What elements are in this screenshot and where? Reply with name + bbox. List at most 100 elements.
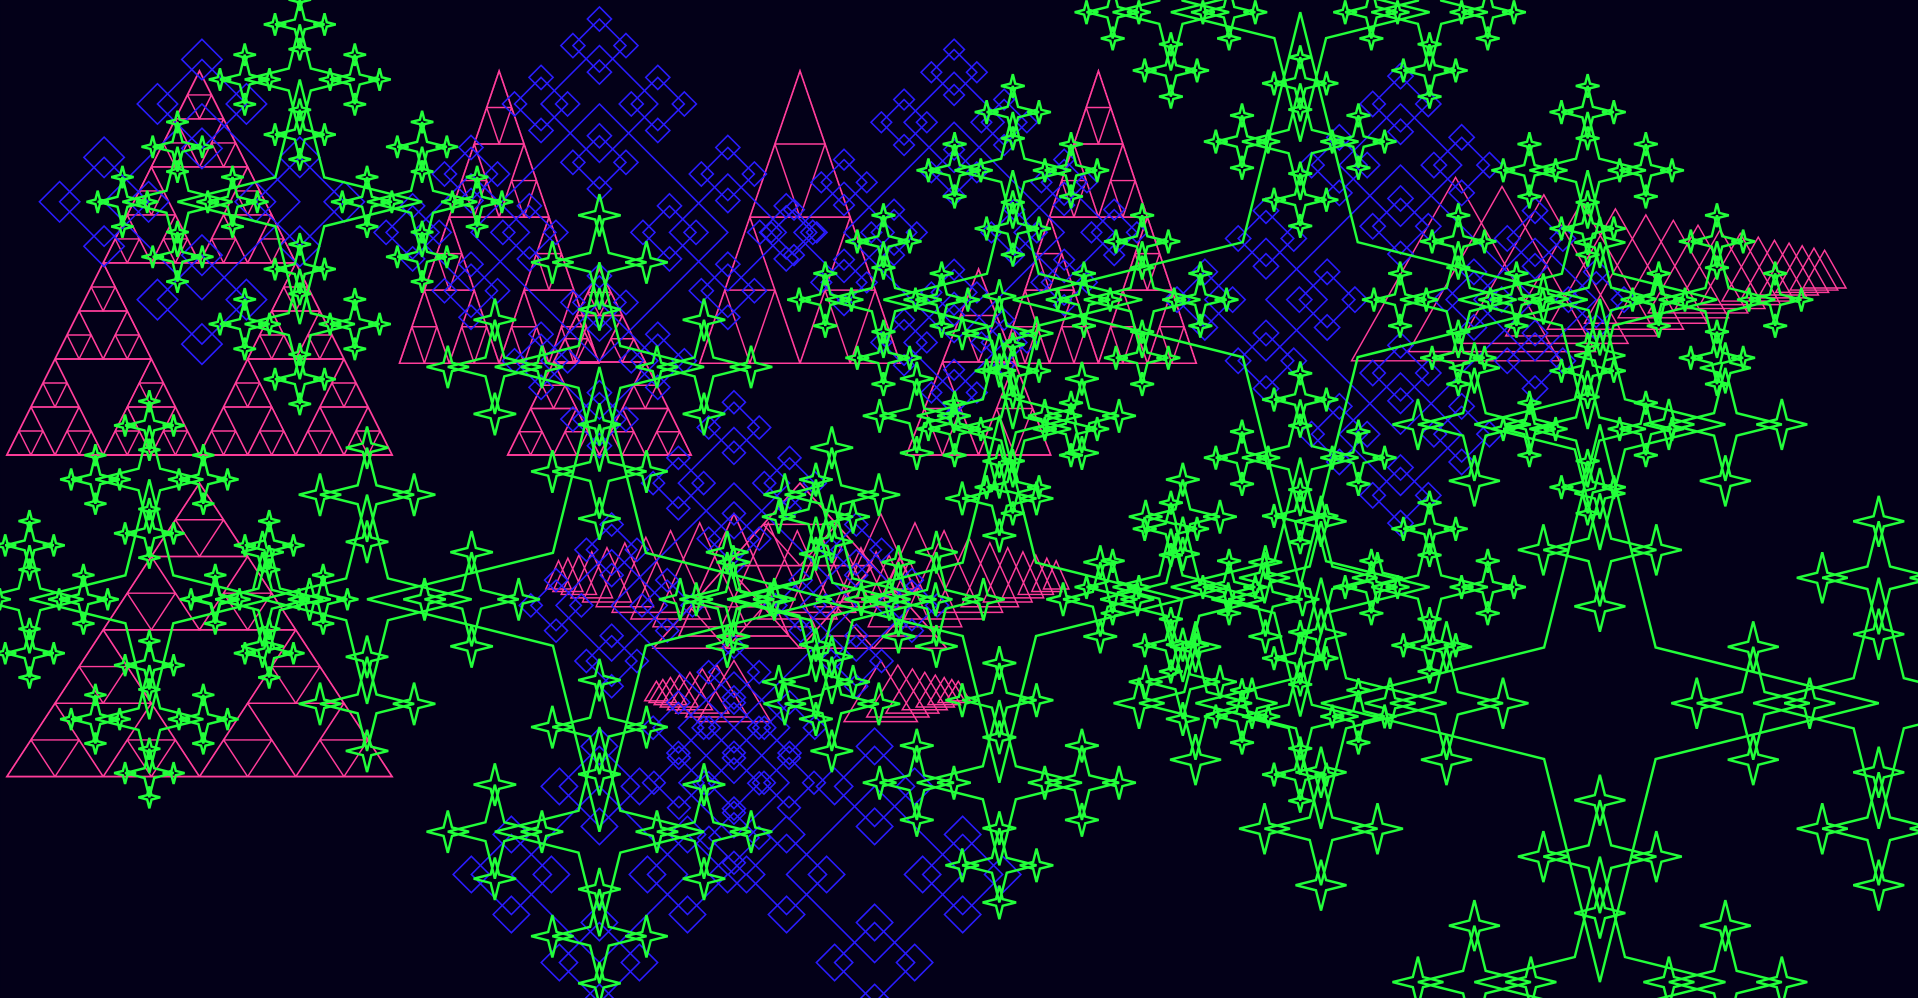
- star: [110, 215, 134, 239]
- diamond: [540, 943, 579, 982]
- star: [1288, 97, 1313, 122]
- diamond: [599, 673, 625, 699]
- triangle: [523, 178, 551, 218]
- diamond: [682, 219, 710, 246]
- star: [288, 147, 312, 171]
- star: [221, 215, 244, 239]
- triangle: [150, 237, 177, 264]
- diamond: [859, 220, 883, 244]
- diamond: [527, 374, 555, 401]
- star: [113, 761, 137, 785]
- star: [1085, 158, 1110, 183]
- star: [798, 536, 833, 571]
- triangle: [246, 738, 298, 778]
- diamond: [714, 187, 742, 214]
- triangle: [609, 406, 636, 433]
- diamond: [746, 659, 772, 685]
- triangle: [1350, 175, 1561, 362]
- diamond: [870, 208, 918, 257]
- diamond: [832, 193, 856, 217]
- star: [1346, 730, 1371, 755]
- star: [1763, 261, 1788, 286]
- star: [928, 143, 982, 197]
- star: [778, 644, 854, 720]
- diamond: [527, 117, 555, 144]
- diamond: [1472, 237, 1598, 362]
- diamond: [668, 895, 707, 934]
- star: [1064, 728, 1099, 763]
- diamond: [763, 456, 816, 510]
- star: [1256, 129, 1281, 154]
- diamond: [843, 562, 869, 588]
- star: [1074, 574, 1099, 600]
- star: [257, 509, 281, 533]
- star: [928, 402, 982, 456]
- star: [18, 666, 41, 689]
- star: [233, 534, 257, 557]
- star: [577, 752, 621, 796]
- triangle: [150, 429, 177, 456]
- star: [635, 810, 679, 854]
- star: [577, 402, 621, 446]
- diamond: [1013, 181, 1116, 284]
- star: [1389, 646, 1504, 761]
- triangle: [138, 165, 165, 192]
- star: [167, 707, 191, 731]
- star: [244, 268, 356, 380]
- star: [1517, 390, 1542, 415]
- diamond: [156, 254, 248, 346]
- star: [1417, 32, 1442, 57]
- star: [1202, 0, 1256, 39]
- diamond: [180, 38, 224, 81]
- diamond: [629, 592, 655, 619]
- star: [974, 358, 999, 383]
- star: [1517, 524, 1570, 576]
- star: [1044, 378, 1120, 454]
- star: [1331, 115, 1385, 169]
- star: [1126, 574, 1151, 600]
- diamond: [1015, 110, 1039, 134]
- star: [1032, 416, 1057, 442]
- star: [1696, 646, 1811, 761]
- star: [162, 522, 185, 545]
- diamond: [554, 548, 669, 663]
- diamond: [457, 251, 485, 278]
- star: [945, 683, 980, 718]
- star: [1574, 467, 1626, 520]
- star: [552, 679, 647, 775]
- diamond: [646, 833, 729, 916]
- star: [1086, 560, 1140, 614]
- triangle: [498, 105, 526, 145]
- star: [138, 786, 161, 809]
- diamond: [624, 648, 650, 674]
- star: [936, 398, 971, 433]
- star: [1446, 319, 1471, 344]
- star: [982, 646, 1017, 681]
- star: [193, 577, 237, 621]
- star: [124, 748, 174, 798]
- star: [916, 699, 1083, 866]
- star: [298, 682, 342, 726]
- star: [392, 473, 436, 517]
- star: [1346, 471, 1371, 496]
- star: [1083, 619, 1118, 654]
- star: [263, 367, 287, 391]
- star: [520, 810, 564, 854]
- diamond: [580, 727, 619, 766]
- star: [1517, 132, 1542, 157]
- star: [815, 415, 1184, 784]
- star: [336, 588, 359, 611]
- star: [341, 176, 393, 227]
- diamond: [654, 567, 680, 593]
- diamond: [612, 149, 640, 176]
- star: [124, 508, 174, 558]
- diamond: [942, 83, 966, 107]
- diamond: [707, 701, 761, 754]
- triangle: [1024, 251, 1051, 291]
- star: [916, 158, 941, 183]
- star: [1391, 58, 1416, 83]
- diamond: [554, 347, 581, 374]
- star: [274, 244, 325, 295]
- star: [1243, 0, 1268, 25]
- star: [1549, 475, 1574, 500]
